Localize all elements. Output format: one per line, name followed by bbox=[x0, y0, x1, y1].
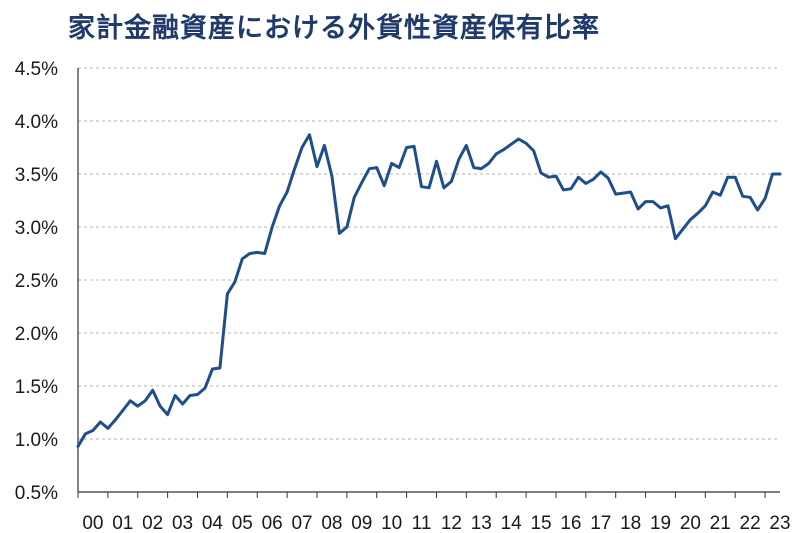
x-tick-label: 07 bbox=[291, 513, 312, 533]
x-axis: 00 01 02 03 04 05 06 07 08 09 10 11 12 13 14 15 16 17 18 19… bbox=[77, 491, 791, 533]
x-tick-label: 21 bbox=[710, 513, 731, 533]
x-tick-label: 03 bbox=[172, 513, 193, 533]
y-tick-label: 0.5% bbox=[15, 483, 58, 504]
x-tick-label: 20 bbox=[680, 513, 701, 533]
grid-lines bbox=[78, 67, 780, 440]
y-tick-label: 4.0% bbox=[15, 112, 58, 133]
x-tick-label: 00 bbox=[82, 513, 103, 533]
x-tick-label: 18 bbox=[620, 513, 641, 533]
x-tick-label: 16 bbox=[560, 513, 581, 533]
x-tick-label: 04 bbox=[202, 513, 224, 533]
chart-title: 家計金融資産における外貨性資産保有比率 bbox=[68, 13, 600, 44]
x-tick-label: 08 bbox=[321, 513, 342, 533]
x-tick-label: 06 bbox=[262, 513, 283, 533]
x-tick-label: 15 bbox=[530, 513, 551, 533]
series-line bbox=[76, 133, 782, 448]
x-tick-label: 17 bbox=[590, 513, 611, 533]
y-tick-label: 2.5% bbox=[15, 271, 58, 292]
y-tick-label: 3.5% bbox=[15, 165, 58, 186]
x-tick-label: 05 bbox=[232, 513, 253, 533]
x-tick-label: 22 bbox=[740, 513, 761, 533]
x-tick-label: 11 bbox=[412, 513, 432, 533]
x-tick-label: 09 bbox=[351, 513, 372, 533]
x-tick-label: 12 bbox=[441, 513, 462, 533]
y-tick-label: 1.5% bbox=[15, 377, 58, 398]
y-axis: 0.5% 1.0% 1.5% 2.0% 2.5% 3.0% 3.5% 4.0% 4.5% bbox=[15, 59, 79, 504]
y-tick-label: 3.0% bbox=[15, 218, 58, 239]
x-tick-label: 02 bbox=[142, 513, 163, 533]
y-tick-label: 1.0% bbox=[15, 430, 58, 451]
y-tick-label: 4.5% bbox=[15, 59, 58, 80]
x-tick-label: 01 bbox=[112, 513, 133, 533]
x-tick-label: 13 bbox=[471, 513, 492, 533]
x-tick-label: 23 bbox=[769, 513, 790, 533]
x-tick-label: 19 bbox=[650, 513, 671, 533]
x-tick-label: 10 bbox=[381, 513, 402, 533]
x-tick-label: 14 bbox=[501, 513, 523, 533]
y-tick-label: 2.0% bbox=[15, 324, 58, 345]
